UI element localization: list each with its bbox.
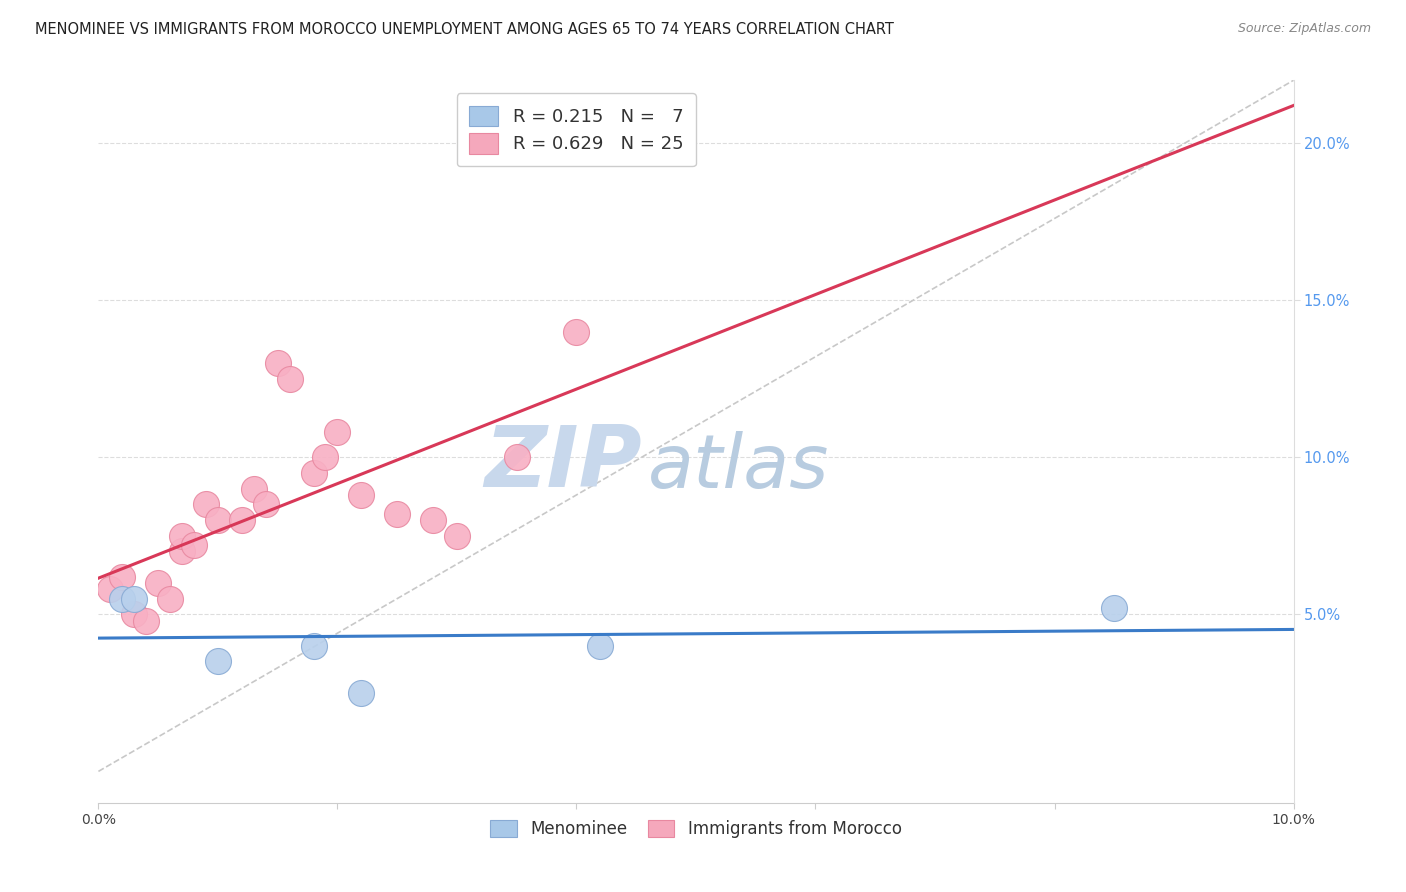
Point [124, 591, 146, 606]
Point [183, 538, 205, 552]
Point [172, 529, 194, 543]
Point [148, 575, 170, 590]
Point [422, 513, 444, 527]
Text: Source: ZipAtlas.com: Source: ZipAtlas.com [1237, 22, 1371, 36]
Point [350, 488, 373, 502]
Point [589, 639, 612, 653]
Point [111, 591, 134, 606]
Point [506, 450, 529, 465]
Point [207, 655, 229, 669]
Point [267, 356, 290, 370]
Point [111, 569, 134, 583]
Point [350, 686, 373, 700]
Point [254, 497, 277, 511]
Point [207, 513, 229, 527]
Point [326, 425, 349, 439]
Text: MENOMINEE VS IMMIGRANTS FROM MOROCCO UNEMPLOYMENT AMONG AGES 65 TO 74 YEARS CORR: MENOMINEE VS IMMIGRANTS FROM MOROCCO UNE… [35, 22, 894, 37]
Point [446, 529, 468, 543]
Point [159, 591, 181, 606]
Point [135, 614, 157, 628]
Text: atlas: atlas [648, 431, 830, 503]
Legend: Menominee, Immigrants from Morocco: Menominee, Immigrants from Morocco [484, 814, 908, 845]
Point [1104, 601, 1126, 615]
Point [124, 607, 146, 622]
Point [315, 450, 337, 465]
Point [385, 507, 409, 521]
Point [98, 582, 122, 597]
Point [302, 639, 325, 653]
Point [243, 482, 266, 496]
Point [302, 466, 325, 480]
Text: ZIP: ZIP [485, 422, 643, 505]
Point [565, 325, 588, 339]
Point [195, 497, 218, 511]
Point [231, 513, 253, 527]
Point [278, 372, 301, 386]
Point [172, 544, 194, 558]
